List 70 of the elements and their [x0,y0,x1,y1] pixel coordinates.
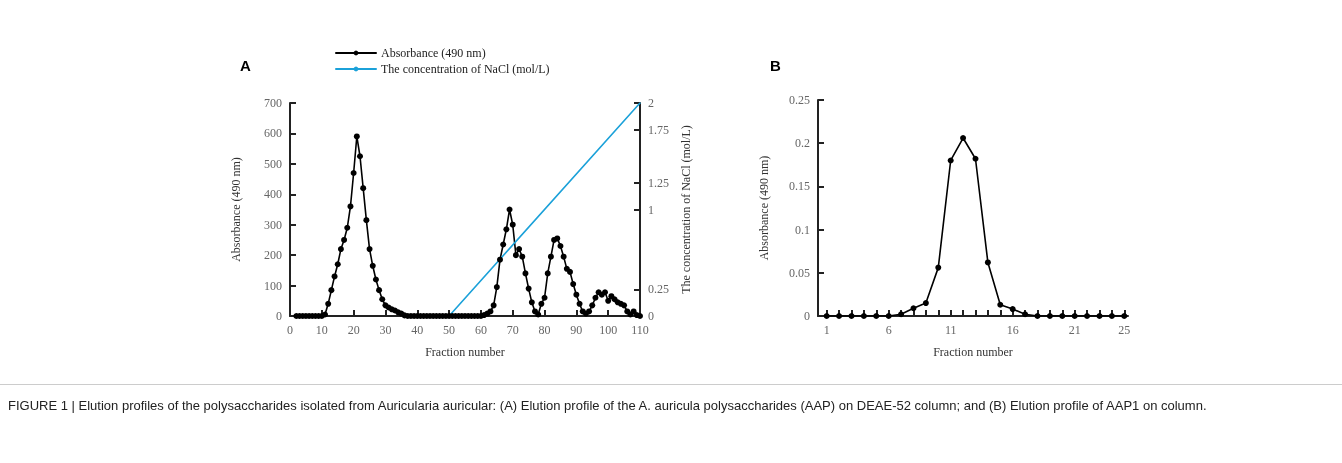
x-tick-label: 21 [1068,323,1081,337]
point [823,313,830,319]
x-tick-label: 1 [823,323,830,337]
y-tick-label: 0 [804,309,810,323]
point [1009,306,1016,313]
text: A [240,57,251,74]
y-tick-label: 0.1 [795,222,810,237]
y2-tick-label: 1.75 [648,122,669,137]
x-tick-label: 20 [347,323,360,337]
y-tick-label: 100 [264,278,282,293]
point [972,155,979,162]
x-tick-label: 100 [599,323,618,337]
y2-tick-label: 0.25 [648,282,669,297]
x-tick-label: 70 [506,323,519,337]
x-tick-label: 10 [315,323,328,337]
y2-tick-label: 0 [648,309,654,323]
point [997,301,1004,308]
point [935,264,942,271]
x-axis-title: Fraction number [425,345,505,359]
point [960,135,967,142]
point [836,313,843,319]
y2-tick-label: 1.25 [648,175,669,190]
y-tick-label: 700 [264,96,282,110]
point [1121,313,1128,319]
point [848,313,855,319]
y-tick-label: 0.05 [789,265,810,280]
x-tick-label: 25 [1118,323,1131,337]
x-tick-label: 16 [1006,323,1019,337]
x-tick-label: 90 [570,323,583,337]
y-axis-title: Absorbance (490 nm) [229,157,243,262]
point [922,300,929,307]
x-tick-label: 60 [474,323,487,337]
point [984,259,991,266]
point [910,305,917,312]
x-tick-label: 30 [379,323,392,337]
y-tick-label: 0.25 [789,93,810,107]
x-tick-label: 11 [944,323,957,337]
y-axis-title: Absorbance (490 nm) [757,155,771,261]
point [1084,313,1091,319]
point [1046,313,1053,319]
text: B [770,57,781,74]
x-tick-label: 0 [287,323,293,337]
point [1071,313,1078,319]
y-tick-label: 0 [276,309,282,323]
point [1059,313,1066,319]
legend-label: Absorbance (490 nm) [381,46,486,60]
y-tick-label: 500 [264,156,282,171]
point [885,313,892,319]
y2-tick-label: 1 [648,202,654,217]
y-tick-label: 400 [264,187,282,202]
y-tick-label: 0.2 [795,136,810,151]
y-tick-label: 600 [264,126,282,141]
y-tick-label: 0.15 [789,179,810,194]
y2-axis-title: The concentration of NaCl (mol/L) [679,125,693,294]
x-tick-label: 40 [411,323,424,337]
point [1096,313,1103,319]
y-tick-label: 300 [264,217,282,232]
point [860,313,867,319]
legend-label: The concentration of NaCl (mol/L) [381,62,550,76]
x-tick-label: 110 [631,323,649,337]
point [1034,313,1041,319]
x-tick-label: 50 [443,323,456,337]
point [873,313,880,319]
y-tick-label: 200 [264,248,282,263]
point [1108,313,1115,319]
y2-tick-label: 2 [648,96,654,110]
x-tick-label: 80 [538,323,551,337]
x-axis-title: Fraction number [933,345,1013,359]
caption: FIGURE 1 | Elution profiles of the polysaccharides isolated from Auricularia auricular: (A) Elution profile of the A. auricula polysaccharides (AAP) on DEAE-52 column; and (B) Elution profile of AAP1 on column. [8,397,1208,415]
x-tick-label: 6 [885,323,892,337]
